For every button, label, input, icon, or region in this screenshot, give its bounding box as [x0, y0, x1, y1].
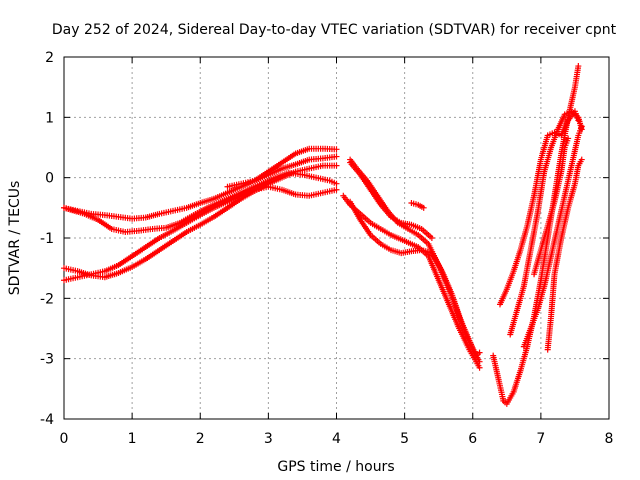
data-markers [61, 183, 340, 284]
data-markers [520, 123, 585, 350]
series-track-16 [531, 135, 572, 278]
y-tick-label: -3 [40, 352, 54, 368]
series-track-10 [408, 200, 427, 211]
series-track-14 [520, 123, 585, 350]
x-tick-label: 2 [196, 431, 205, 447]
series-track-12 [497, 108, 582, 308]
y-tick-label: -1 [40, 231, 54, 247]
series-track-13 [507, 108, 585, 338]
series-track-8 [347, 198, 483, 365]
x-tick-label: 4 [332, 431, 341, 447]
y-tick-label: -2 [40, 291, 54, 307]
x-tick-label: 0 [60, 431, 69, 447]
chart-title: Day 252 of 2024, Sidereal Day-to-day VTE… [52, 22, 617, 38]
data-markers [497, 108, 582, 308]
data-markers [224, 145, 340, 190]
y-axis-label: SDTVAR / TECUs [7, 181, 23, 296]
y-axis: -4 -3 -2 -1 0 1 2 [40, 50, 609, 428]
x-axis-label: GPS time / hours [277, 459, 394, 475]
data-markers [408, 200, 427, 211]
data-markers [347, 198, 483, 365]
data-markers [347, 159, 435, 241]
series-track-15 [544, 156, 585, 353]
y-tick-label: 1 [45, 110, 54, 126]
series-track-6 [340, 192, 483, 371]
data-markers [340, 192, 483, 371]
x-tick-label: 3 [264, 431, 273, 447]
data-markers [61, 169, 340, 235]
x-tick-label: 5 [400, 431, 409, 447]
x-axis: 0 1 2 3 4 5 6 7 8 [60, 57, 614, 447]
series-track-9 [347, 159, 435, 241]
x-tick-label: 8 [605, 431, 614, 447]
data-markers [544, 156, 585, 353]
series-track-4 [61, 183, 340, 284]
data-markers [531, 135, 572, 278]
x-tick-label: 1 [128, 431, 137, 447]
y-tick-label: 0 [45, 171, 54, 187]
x-tick-label: 6 [468, 431, 477, 447]
y-tick-label: -4 [40, 412, 54, 428]
series-track-5 [224, 145, 340, 190]
y-tick-label: 2 [45, 50, 54, 66]
series-track-2 [61, 169, 340, 235]
data-series [61, 63, 585, 407]
x-tick-label: 7 [536, 431, 545, 447]
grid [64, 57, 609, 419]
data-markers [507, 108, 585, 338]
